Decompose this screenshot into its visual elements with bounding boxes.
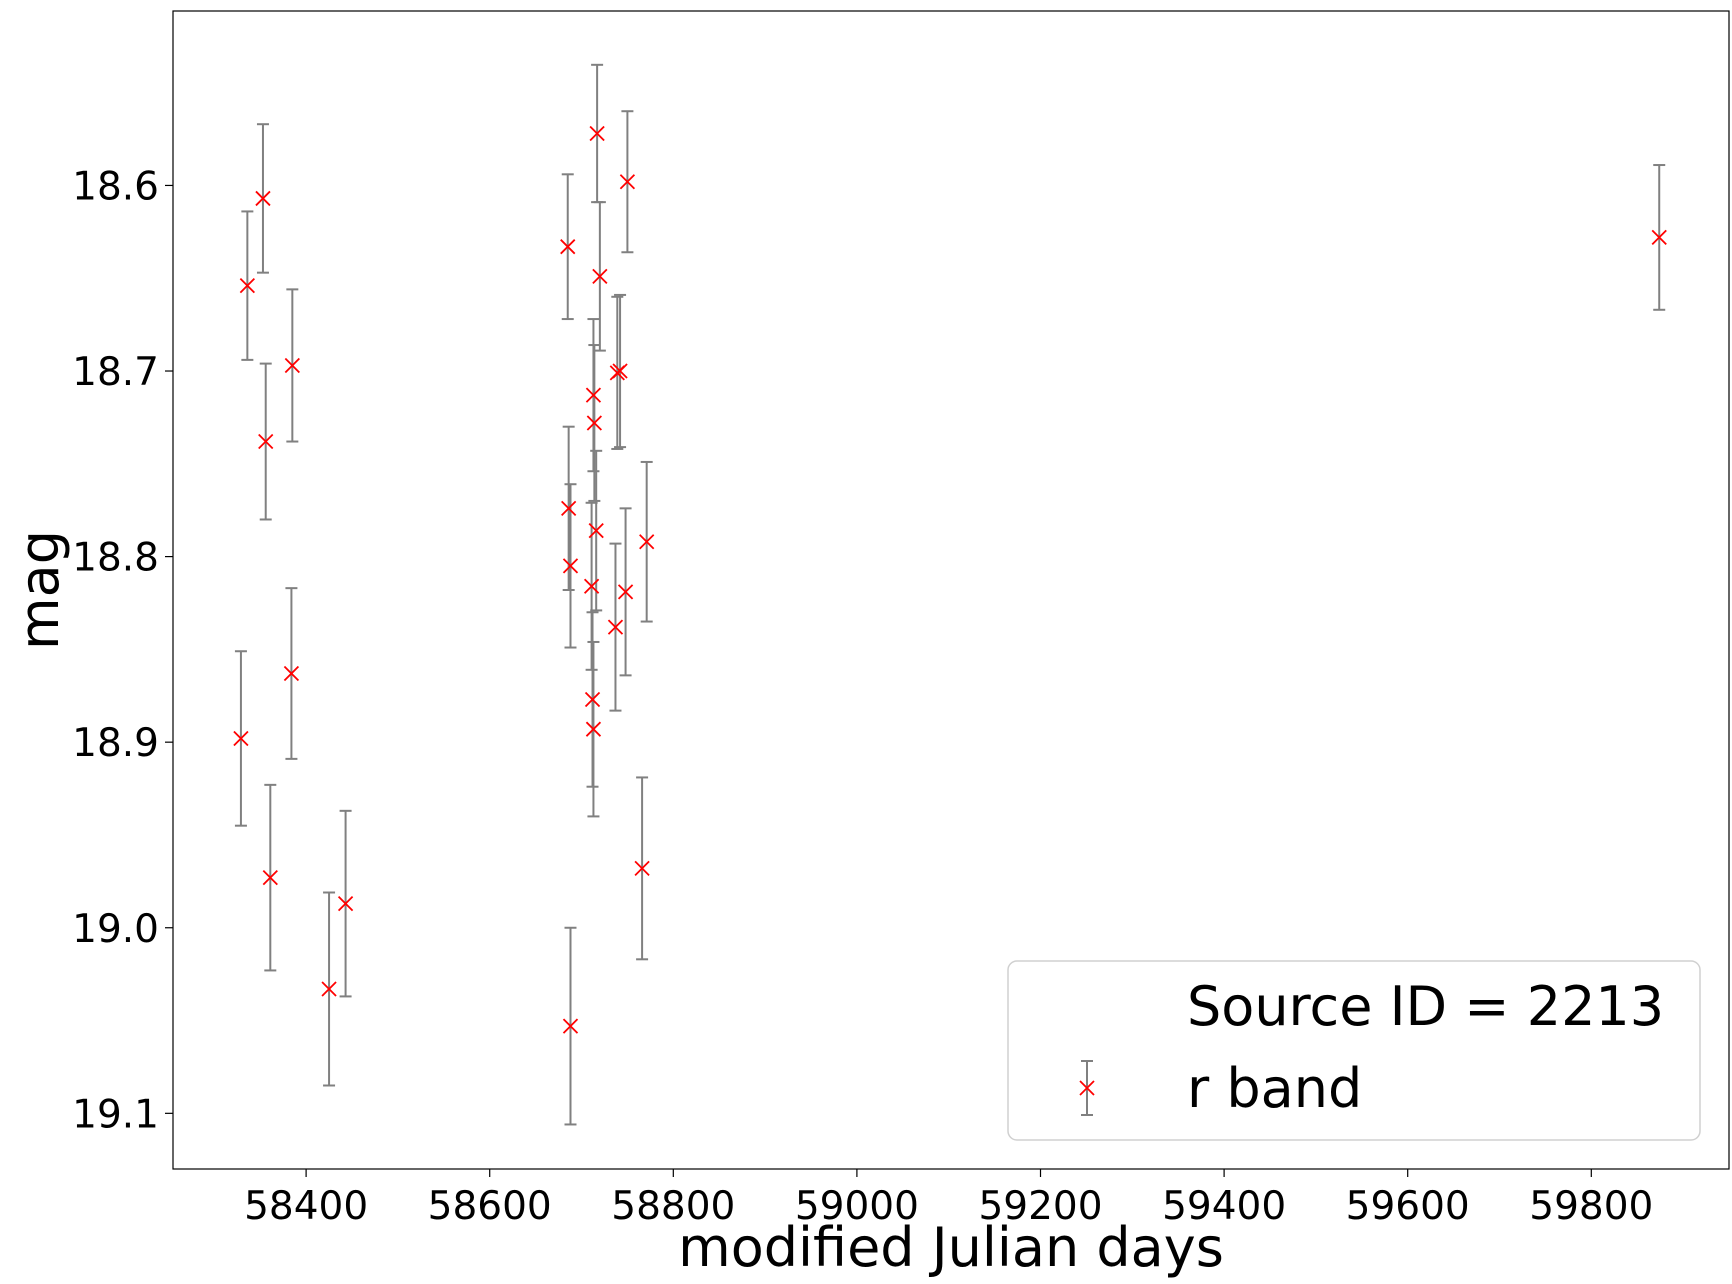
y-tick-label: 19.0: [72, 907, 159, 952]
data-point-marker: [586, 415, 602, 431]
x-tick-label: 59000: [795, 1184, 919, 1229]
data-point-marker: [258, 433, 274, 450]
plot-area: [172, 10, 1730, 1170]
data-point-marker: [619, 174, 636, 190]
x-axis-label: modified Julian days: [678, 1216, 1224, 1279]
data-point-marker: [337, 895, 354, 912]
y-tick-label: 19.1: [72, 1092, 159, 1137]
x-tick-label: 59800: [1529, 1184, 1653, 1229]
x-tick-label: 58600: [428, 1184, 552, 1229]
x-tick-label: 58400: [244, 1184, 368, 1229]
legend-entry-r-band: r band: [1187, 1057, 1362, 1120]
data-point-marker: [560, 239, 576, 255]
markers-group: [233, 125, 1667, 1034]
data-point-marker: [588, 522, 604, 539]
data-point-marker: [617, 584, 634, 600]
data-point-marker: [584, 691, 601, 708]
data-point-marker: [612, 363, 628, 379]
data-point-marker: [589, 125, 605, 142]
data-point-marker: [634, 860, 650, 877]
data-point-marker: [607, 619, 624, 635]
data-point-marker: [562, 1018, 579, 1034]
y-tick-label: 18.9: [72, 721, 159, 766]
legend-marker-r-band: [1079, 1060, 1095, 1116]
data-point-marker: [233, 730, 249, 747]
data-point-marker: [583, 578, 600, 594]
data-point-marker: [321, 981, 337, 997]
y-axis: 18.6 18.7 18.8 18.9 19.0 19.1: [72, 164, 173, 1137]
legend-frame: [1007, 960, 1701, 1141]
x-tick-label: 59600: [1346, 1184, 1470, 1229]
y-tick-label: 18.6: [72, 164, 159, 209]
data-point-marker: [1651, 229, 1667, 246]
data-point-marker: [255, 190, 271, 207]
legend: Source ID = 2213 r band: [1007, 960, 1701, 1141]
plot-frame: [172, 10, 1730, 1170]
data-point-marker: [639, 534, 655, 550]
data-point-marker: [592, 268, 608, 285]
y-tick-label: 18.7: [72, 350, 159, 395]
data-point-marker: [561, 500, 577, 516]
y-tick-label: 18.8: [72, 536, 159, 581]
data-point-marker: [239, 278, 255, 294]
y-axis-label: mag: [8, 530, 71, 650]
x-tick-label: 59200: [978, 1184, 1102, 1229]
x-tick-label: 59400: [1162, 1184, 1286, 1229]
x-axis: 58400 58600 58800 59000 59200 59400 59600 59800: [244, 1169, 1653, 1229]
data-point-marker: [284, 357, 300, 374]
data-point-marker: [562, 558, 579, 574]
x-tick-label: 58800: [611, 1184, 735, 1229]
data-point-marker: [262, 870, 278, 886]
data-point-marker: [585, 721, 602, 737]
data-point-marker: [283, 665, 300, 682]
legend-entry-source-id: Source ID = 2213: [1187, 975, 1664, 1038]
data-point-marker: [585, 387, 602, 403]
